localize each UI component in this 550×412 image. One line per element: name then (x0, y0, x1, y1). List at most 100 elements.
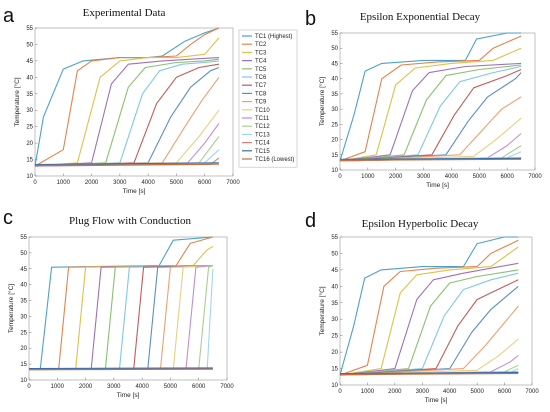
x-tick-label: 7000 (528, 174, 542, 180)
series-line-1 (339, 32, 522, 162)
x-tick-label: 0 (338, 389, 342, 395)
y-tick-label: 40 (20, 283, 27, 289)
y-tick-label: 10 (26, 174, 33, 180)
x-tick-label: 4000 (445, 174, 459, 180)
x-tick-label: 1000 (361, 174, 375, 180)
y-axis-label: Temperature [°C] (13, 77, 21, 126)
panel-title: Epsilon Exponential Decay (360, 11, 481, 23)
plot-area (339, 32, 536, 171)
legend-entry: TC4 (255, 59, 267, 65)
x-tick-label: 3000 (113, 180, 127, 186)
x-tick-label: 2000 (389, 174, 403, 180)
y-tick-label: 55 (20, 235, 27, 241)
x-tick-label: 1000 (57, 180, 71, 186)
x-tick-label: 6000 (498, 389, 512, 395)
plot-area (34, 27, 234, 177)
legend-entry: TC2 (255, 42, 267, 48)
x-tick-label: 6000 (198, 180, 212, 186)
y-tick-label: 35 (26, 92, 33, 98)
y-tick-label: 25 (331, 122, 338, 128)
x-tick-label: 2000 (388, 389, 402, 395)
y-tick-label: 45 (331, 61, 338, 67)
legend-entry: TC14 (255, 141, 270, 147)
y-tick-label: 30 (331, 317, 338, 323)
x-axis-label: Time [s] (117, 392, 140, 399)
y-tick-label: 45 (20, 267, 27, 273)
x-tick-label: 2000 (79, 384, 93, 390)
y-tick-label: 20 (331, 350, 338, 356)
y-tick-label: 35 (20, 299, 27, 305)
y-tick-label: 10 (331, 168, 338, 174)
y-tick-label: 50 (331, 46, 338, 52)
y-tick-label: 15 (331, 367, 338, 373)
series-line-16 (28, 368, 213, 371)
legend-entry: TC13 (255, 132, 270, 138)
series-line-3 (34, 37, 220, 167)
series-line-16 (34, 163, 219, 167)
y-tick-label: 15 (331, 153, 338, 159)
x-tick-label: 5000 (473, 174, 487, 180)
y-tick-label: 55 (331, 235, 338, 241)
series-line-15 (34, 162, 219, 166)
x-tick-label: 7000 (525, 389, 539, 395)
y-tick-label: 45 (26, 59, 33, 65)
series-line-4 (339, 62, 522, 162)
x-tick-label: 4000 (135, 384, 149, 390)
y-axis-label: Temperature [°C] (7, 284, 15, 333)
x-tick-label: 5000 (170, 180, 184, 186)
panel-letter: c (3, 207, 13, 229)
x-axis-label: Time [s] (123, 188, 146, 195)
y-tick-label: 35 (331, 92, 338, 98)
legend-box (238, 29, 298, 168)
y-axis-label: Temperature [°C] (318, 77, 326, 126)
legend: TC1 (Highest) TC2 TC3 TC4 TC5 TC6 TC7 TC8 TC9 TC1… (238, 29, 298, 168)
y-tick-label: 30 (20, 314, 27, 320)
series-line-3 (339, 246, 519, 376)
series-line-4 (339, 262, 519, 376)
y-tick-label: 15 (26, 158, 33, 164)
chart-panel-a: a Experimental Data 10 15 20 25 30 35 40 45 50 55 0 1… (3, 5, 298, 195)
series-line-6 (339, 272, 519, 376)
series-line-7 (339, 68, 522, 162)
y-tick-label: 50 (26, 42, 33, 48)
y-tick-label: 25 (331, 334, 338, 340)
y-tick-label: 15 (20, 362, 27, 368)
x-tick-label: 6000 (500, 174, 514, 180)
legend-entry: TC11 (255, 116, 270, 122)
chart-panel-b: b Epsilon Exponential Decay 10 15 20 25 30 35 40… (305, 8, 542, 189)
x-tick-label: 3000 (417, 174, 431, 180)
legend-entry: TC1 (Highest) (255, 34, 292, 40)
panel-letter: b (305, 8, 316, 30)
series-line-7 (339, 279, 519, 376)
chart-panel-d: d Epsilon Hyperbolic Decay 10 15 20 25 30 35 40 4… (305, 210, 539, 404)
x-tick-label: 2000 (85, 180, 99, 186)
legend-entry: TC6 (255, 75, 267, 81)
legend-entry: TC15 (255, 149, 270, 155)
series-line-8 (339, 72, 522, 162)
y-tick-label: 25 (20, 330, 27, 336)
x-tick-label: 5000 (470, 389, 484, 395)
x-axis-label: Time [s] (426, 182, 449, 189)
series-line-1 (339, 236, 519, 376)
x-tick-label: 4000 (443, 389, 457, 395)
x-tick-label: 3000 (416, 389, 430, 395)
x-axis-label: Time [s] (425, 397, 448, 404)
y-tick-label: 40 (331, 284, 338, 290)
series-line-4 (34, 57, 219, 167)
x-tick-label: 4000 (141, 180, 155, 186)
series-line-9 (339, 96, 522, 162)
panel-title: Experimental Data (83, 7, 166, 19)
legend-entry: TC9 (255, 100, 267, 106)
x-tick-label: 3000 (107, 384, 121, 390)
y-tick-label: 10 (331, 383, 338, 389)
series-line-2 (34, 27, 220, 167)
x-tick-label: 0 (27, 384, 31, 390)
y-tick-label: 40 (331, 77, 338, 83)
x-tick-label: 5000 (164, 384, 178, 390)
series-line-5 (34, 58, 219, 167)
series-line-5 (339, 269, 519, 376)
x-tick-label: 0 (338, 174, 342, 180)
series-line-15 (339, 371, 519, 375)
legend-entry: TC5 (255, 67, 267, 73)
chart-panel-c: c Plug Flow with Conduction 10 15 20 25 30 35 40… (3, 207, 234, 399)
